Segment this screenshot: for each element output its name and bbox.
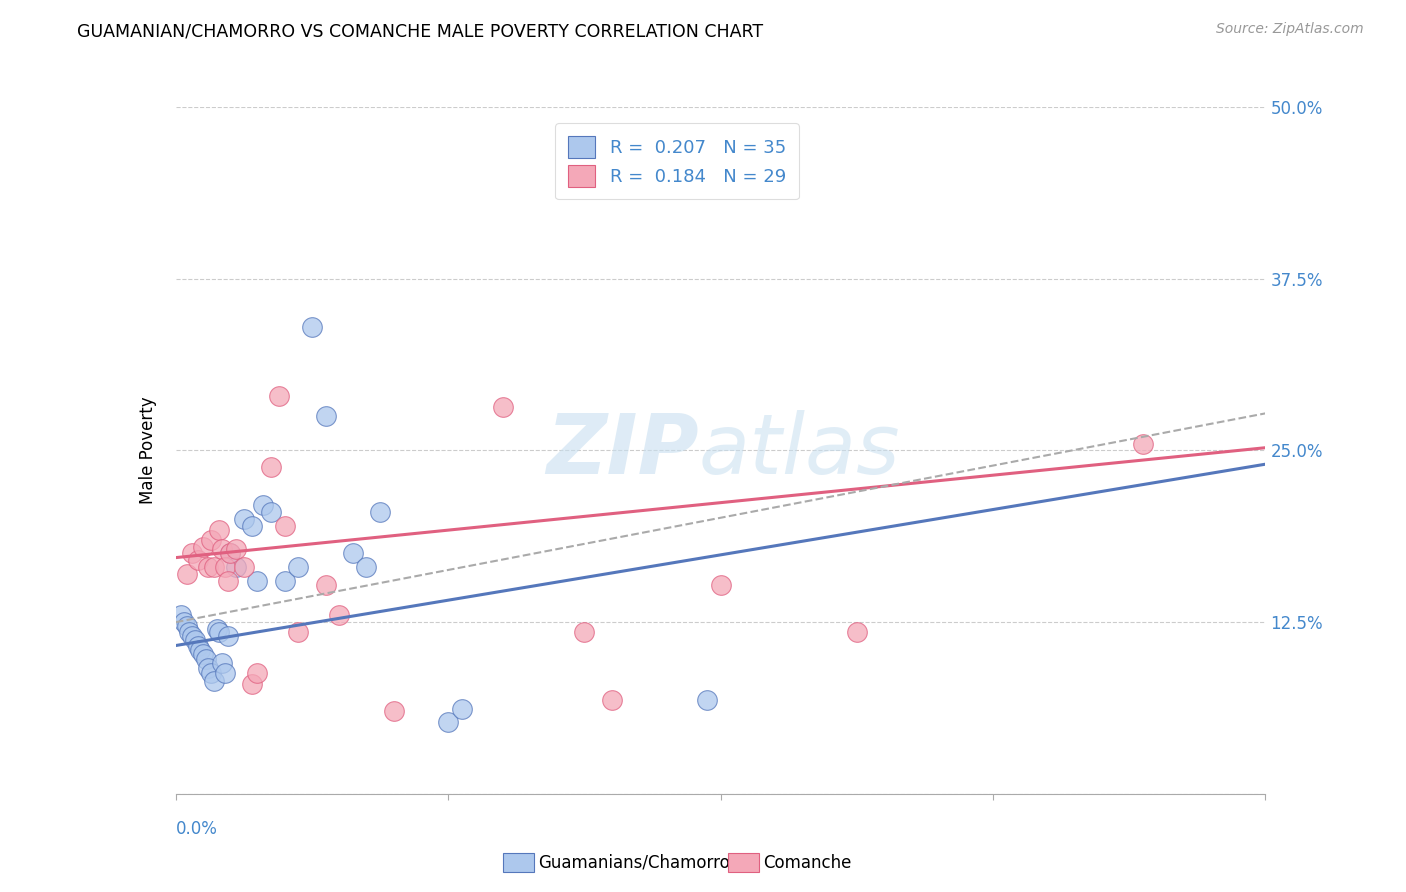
- Point: [437, 715, 460, 730]
- Point: [845, 624, 868, 639]
- Point: [232, 560, 254, 574]
- Point: [328, 608, 350, 623]
- Point: [225, 542, 247, 557]
- Point: [211, 657, 233, 671]
- Point: [176, 619, 198, 633]
- Text: Source: ZipAtlas.com: Source: ZipAtlas.com: [1216, 22, 1364, 37]
- Point: [315, 409, 337, 423]
- Point: [205, 622, 228, 636]
- Point: [219, 546, 242, 561]
- Point: [301, 319, 323, 334]
- Point: [219, 546, 242, 561]
- Point: [260, 459, 283, 474]
- Point: [179, 624, 201, 639]
- Point: [200, 533, 222, 547]
- Point: [191, 647, 214, 661]
- Point: [211, 542, 233, 557]
- Point: [287, 560, 309, 574]
- Point: [274, 574, 297, 588]
- Point: [170, 608, 193, 623]
- Text: atlas: atlas: [699, 410, 900, 491]
- Point: [181, 546, 204, 561]
- Point: [186, 553, 209, 567]
- Y-axis label: Male Poverty: Male Poverty: [139, 397, 157, 504]
- Point: [246, 665, 269, 680]
- Point: [252, 499, 274, 513]
- Point: [246, 574, 269, 588]
- Point: [574, 624, 596, 639]
- Point: [184, 633, 207, 648]
- Point: [208, 523, 231, 537]
- Point: [269, 388, 291, 402]
- Point: [710, 578, 733, 592]
- Legend: R =  0.207   N = 35, R =  0.184   N = 29: R = 0.207 N = 35, R = 0.184 N = 29: [555, 123, 799, 200]
- Point: [197, 660, 219, 674]
- Point: [186, 639, 209, 653]
- Point: [240, 677, 263, 691]
- Point: [382, 705, 405, 719]
- Point: [197, 560, 219, 574]
- Point: [368, 505, 391, 519]
- Point: [202, 674, 225, 689]
- Point: [214, 665, 236, 680]
- Point: [202, 560, 225, 574]
- Point: [176, 567, 198, 582]
- Point: [208, 624, 231, 639]
- Point: [287, 624, 309, 639]
- Point: [173, 615, 195, 630]
- Point: [200, 665, 222, 680]
- Point: [600, 693, 623, 707]
- Point: [214, 560, 236, 574]
- Point: [217, 574, 239, 588]
- Point: [450, 702, 472, 716]
- Text: Guamanians/Chamorros: Guamanians/Chamorros: [538, 854, 740, 871]
- Point: [274, 519, 297, 533]
- Point: [217, 629, 239, 643]
- Point: [492, 400, 515, 414]
- Point: [315, 578, 337, 592]
- Text: GUAMANIAN/CHAMORRO VS COMANCHE MALE POVERTY CORRELATION CHART: GUAMANIAN/CHAMORRO VS COMANCHE MALE POVE…: [77, 22, 763, 40]
- Point: [1132, 436, 1154, 450]
- Text: Comanche: Comanche: [763, 854, 852, 871]
- Text: 0.0%: 0.0%: [176, 820, 218, 838]
- Point: [225, 560, 247, 574]
- Point: [181, 629, 204, 643]
- Point: [191, 540, 214, 554]
- Point: [260, 505, 283, 519]
- Text: ZIP: ZIP: [546, 410, 699, 491]
- Point: [356, 560, 378, 574]
- Point: [232, 512, 254, 526]
- Point: [342, 546, 364, 561]
- Point: [188, 642, 211, 657]
- Point: [240, 519, 263, 533]
- Point: [696, 693, 718, 707]
- Point: [194, 652, 217, 666]
